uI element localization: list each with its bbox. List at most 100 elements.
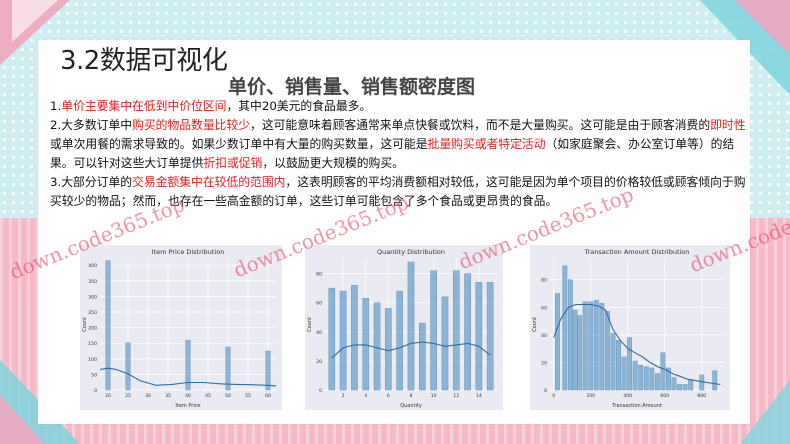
histogram-bar xyxy=(475,282,483,391)
x-tick-label: 25 xyxy=(125,393,131,399)
slide-title: 单价、销售量、销售额密度图 xyxy=(228,76,476,98)
chart-svg: Item Price Distribution 0 50 100 150 200 250 30… xyxy=(82,248,277,409)
histogram-bar xyxy=(572,309,578,391)
paragraph-1: 1.单价主要集中在低到中价位区间，其中20美元的食品最多。 xyxy=(50,97,746,116)
y-tick-label: 250 xyxy=(88,310,97,316)
highlight-text: 单价主要集中在低到中价位区间 xyxy=(61,99,227,113)
y-axis-label: Count xyxy=(82,317,88,332)
histogram-bar xyxy=(562,265,568,391)
x-tick-label: 400 xyxy=(623,393,632,399)
y-axis-label: Count xyxy=(532,317,538,332)
y-tick-label: 20 xyxy=(541,360,547,366)
histogram-bar xyxy=(654,373,660,391)
histogram-bar xyxy=(688,380,694,391)
x-tick-label: 200 xyxy=(586,393,595,399)
body-text: 或单次用餐的需求导致的。如果少数订单中有大量的购买数量，这可能是 xyxy=(50,137,428,151)
histogram-bar xyxy=(396,290,403,391)
quantity-chart: Quantity Distribution 0 20 40 60 80 2 4 6 8 10 12 14… xyxy=(305,245,503,410)
body-text: 2.大多数订单中 xyxy=(50,118,133,132)
y-tick-label: 350 xyxy=(88,279,97,285)
x-tick-label: 10 xyxy=(431,393,437,399)
highlight-text: 交易金额集中在较低的范围内 xyxy=(132,175,286,189)
histogram-bar xyxy=(125,342,131,391)
histogram-bar xyxy=(649,367,655,391)
paragraph-3: 3.大部分订单的交易金额集中在较低的范围内，这表明顾客的平均消费额相对较低，这可… xyxy=(50,173,746,211)
body-text: （如家庭聚会、办公室订单等）的结果。可以针对这些大订单提供 xyxy=(50,137,735,170)
kde-line xyxy=(553,303,721,386)
histogram-bar xyxy=(666,367,671,391)
section-title: 3.2数据可视化 xyxy=(60,46,228,76)
x-axis-label: Transaction Amount xyxy=(611,403,662,409)
histogram-bar xyxy=(632,360,638,391)
x-tick-label: 12 xyxy=(453,393,459,399)
kde-line xyxy=(99,367,277,387)
chart-title: Item Price Distribution xyxy=(152,248,225,256)
histogram-bar xyxy=(616,340,621,391)
y-tick-label: 40 xyxy=(316,330,322,336)
histogram-bar xyxy=(185,339,191,391)
x-tick-label: 20 xyxy=(105,393,111,399)
histogram-bar xyxy=(362,298,370,391)
histogram-bar xyxy=(385,308,392,391)
histogram-bar xyxy=(588,301,594,391)
paragraph-2: 2.大多数订单中购买的物品数量比较少，这可能意味着顾客通常来单点快餐或饮料，而不… xyxy=(50,116,746,173)
histogram-bar xyxy=(621,356,627,391)
x-tick-label: 8 xyxy=(410,393,413,399)
histogram-bar xyxy=(582,301,588,391)
histogram-bar xyxy=(599,302,605,391)
y-tick-label: 40 xyxy=(541,333,547,339)
chart-svg: Transaction Amount Distribution 0 20 40 60 80… xyxy=(532,248,724,409)
histogram-bar xyxy=(452,270,460,391)
x-tick-label: 55 xyxy=(245,393,251,399)
histogram-bar xyxy=(225,346,231,391)
y-tick-label: 60 xyxy=(541,305,547,311)
body-text: ，这可能意味着顾客通常来单点快餐或饮料，而不是大量购买。这可能是由于顾客消费的 xyxy=(250,118,711,132)
x-tick-label: 4 xyxy=(364,393,367,399)
histogram-bar xyxy=(430,270,437,391)
body-text: 1. xyxy=(50,99,62,113)
y-tick-label: 60 xyxy=(316,301,322,307)
y-tick-label: 0 xyxy=(319,388,322,394)
y-tick-label: 80 xyxy=(541,278,547,284)
y-tick-label: 300 xyxy=(88,294,97,300)
highlight-text: 即时性 xyxy=(710,118,746,132)
x-tick-label: 60 xyxy=(265,393,271,399)
body-text: 3.大部分订单的 xyxy=(50,175,133,189)
histogram-bar xyxy=(339,290,347,391)
y-tick-label: 80 xyxy=(316,272,322,278)
highlight-text: 批量购买或者特定活动 xyxy=(427,137,546,151)
x-axis-label: Quantity xyxy=(400,403,422,409)
histogram-bar xyxy=(712,370,718,391)
histogram-bar xyxy=(593,300,599,391)
histogram-bar xyxy=(265,350,271,391)
y-tick-label: 200 xyxy=(88,326,97,332)
histogram-bar xyxy=(373,302,381,391)
x-tick-label: 50 xyxy=(225,393,231,399)
histogram-bar xyxy=(604,311,610,391)
chart-title: Transaction Amount Distribution xyxy=(584,248,690,256)
x-tick-label: 45 xyxy=(205,393,211,399)
y-tick-label: 0 xyxy=(94,388,97,394)
y-tick-label: 0 xyxy=(544,388,547,394)
x-tick-label: 600 xyxy=(660,393,669,399)
chart-title: Quantity Distribution xyxy=(377,248,445,256)
histogram-bar xyxy=(105,260,111,391)
highlight-text: 折扣或促销 xyxy=(203,156,263,170)
x-tick-label: 30 xyxy=(145,393,151,399)
histogram-bar xyxy=(554,293,560,391)
transaction-amount-chart: Transaction Amount Distribution 0 20 40 60 80… xyxy=(530,245,730,410)
body-text: ，这表明顾客的平均消费额相对较低，这可能是因为单个项目的价格较低或顾客倾向于购买… xyxy=(50,175,746,208)
y-axis-label: Count xyxy=(307,317,313,332)
histogram-bar xyxy=(464,273,471,391)
histogram-bar xyxy=(682,384,688,391)
chart-svg: Quantity Distribution 0 20 40 60 80 2 4 6 8 10 12 14… xyxy=(307,248,497,409)
x-tick-label: 14 xyxy=(476,393,482,399)
histogram-bar xyxy=(638,364,644,391)
histogram-bar xyxy=(671,377,677,391)
histogram-bar xyxy=(577,315,583,391)
histogram-bar xyxy=(407,261,415,391)
histogram-bar xyxy=(660,352,666,391)
x-tick-label: 6 xyxy=(387,393,390,399)
histogram-bar xyxy=(441,296,449,391)
histogram-bar xyxy=(627,337,633,391)
